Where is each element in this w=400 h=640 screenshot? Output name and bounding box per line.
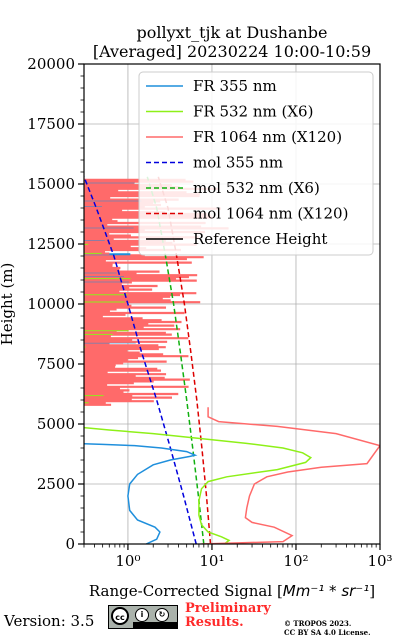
legend-label-2: FR 1064 nm (X120) (193, 128, 342, 146)
x-tick-label: 10³ (367, 552, 392, 570)
preliminary-line-1: Preliminary (185, 601, 271, 616)
series-line-5 (201, 407, 380, 544)
x-axis-label: Range-Corrected Signal [Mm⁻¹ * sr⁻¹] (89, 582, 375, 600)
x-tick-label: 10⁰ (115, 552, 140, 570)
preliminary-notice: Preliminary Results. (185, 602, 271, 630)
x-tick-label: 10² (283, 552, 308, 570)
chart-title-line-2: [Averaged] 20230224 10:00-10:59 (93, 42, 371, 61)
y-tick-label: 20000 (27, 55, 75, 73)
y-tick-label: 7500 (37, 355, 75, 373)
legend-label-0: FR 355 nm (193, 77, 277, 95)
legend-label-4: mol 532 nm (X6) (193, 179, 320, 197)
y-tick-label: 12500 (27, 235, 75, 253)
y-tick-label: 2500 (37, 475, 75, 493)
legend-box (138, 71, 374, 256)
y-tick-label: 0 (65, 535, 75, 553)
license-strip (133, 622, 177, 628)
axes: 10⁰ 10¹ 10² 10³ 0 2500 5000 7500 10000 12500 15000… (27, 55, 392, 570)
legend-label-3: mol 355 nm (193, 154, 283, 172)
sa-icon: ↻ (155, 608, 169, 622)
y-tick-label: 10000 (27, 295, 75, 313)
copyright-notice: © TROPOS 2023. CC BY SA 4.0 License. (284, 619, 371, 637)
signal-profile-chart: pollyxt_tjk at Dushanbe [Averaged] 20230… (0, 23, 393, 600)
y-tick-label: 5000 (37, 415, 75, 433)
version-label: Version: 3.5 (4, 612, 95, 630)
copyright-line-1: © TROPOS 2023. (284, 619, 352, 628)
y-axis-label: Height (m) (0, 263, 16, 346)
x-tick-label: 10¹ (199, 552, 224, 570)
legend-label-6: Reference Height (193, 230, 327, 248)
chart-title-line-1: pollyxt_tjk at Dushanbe (136, 23, 327, 42)
cc-logo-icon: cc (111, 607, 129, 625)
series-line-4 (84, 426, 313, 544)
legend: FR 355 nm FR 532 nm (X6) FR 1064 nm (X120)… (138, 71, 374, 256)
series-line-3 (84, 442, 198, 544)
copyright-line-2: CC BY SA 4.0 License. (284, 628, 371, 637)
series-line-0 (84, 176, 197, 544)
cc-license-badge: cc i ↻ (108, 605, 178, 629)
y-tick-label: 17500 (27, 115, 75, 133)
preliminary-line-2: Results. (185, 615, 244, 630)
y-tick-label: 15000 (27, 175, 75, 193)
legend-label-5: mol 1064 nm (X120) (193, 205, 348, 223)
by-icon: i (135, 608, 149, 622)
legend-label-1: FR 532 nm (X6) (193, 103, 313, 121)
